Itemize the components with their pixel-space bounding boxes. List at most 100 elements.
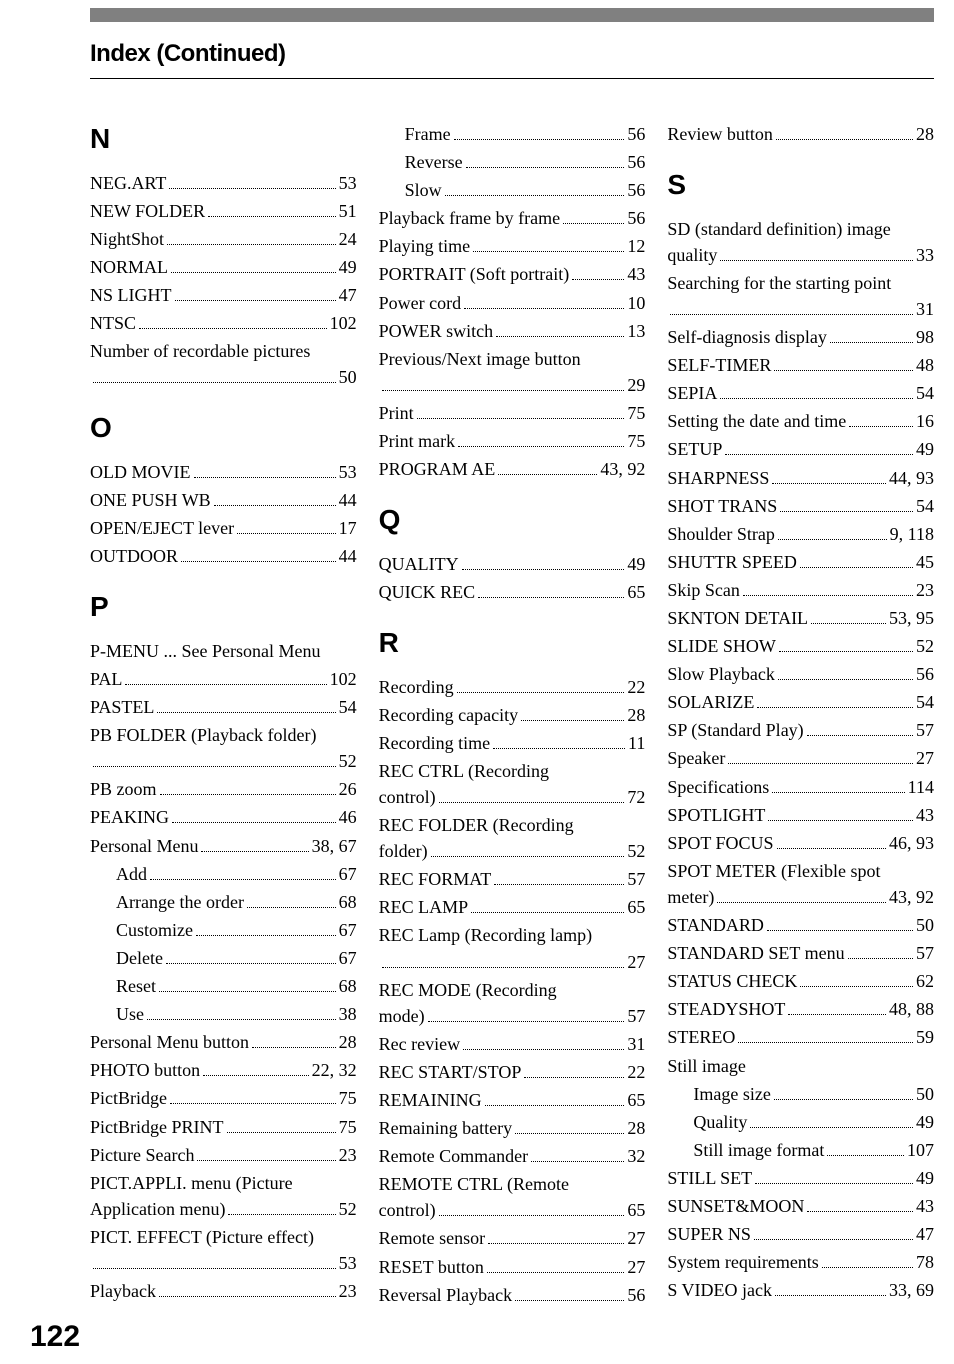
leader-dots	[454, 139, 625, 140]
index-term: Power cord	[379, 290, 461, 316]
index-entry: Print mark75	[379, 428, 646, 454]
leader-dots	[428, 1021, 625, 1022]
index-page: 46	[339, 804, 357, 830]
index-entry: Delete67	[90, 945, 357, 971]
index-entry: REMOTE CTRL (Remotecontrol)65	[379, 1171, 646, 1223]
index-entry: REC Lamp (Recording lamp)27	[379, 922, 646, 974]
section-letter: N	[90, 119, 357, 160]
index-term: SLIDE SHOW	[667, 633, 776, 659]
index-entry: NEW FOLDER51	[90, 198, 357, 224]
index-entry: SUPER NS47	[667, 1221, 934, 1247]
index-term: PHOTO button	[90, 1057, 200, 1083]
index-page: 31	[916, 296, 934, 322]
index-entry: SHARPNESS44, 93	[667, 465, 934, 491]
index-term: PB FOLDER (Playback folder)	[90, 722, 357, 748]
index-entry: OPEN/EJECT lever17	[90, 515, 357, 541]
index-page: 44	[339, 487, 357, 513]
index-entry: Picture Search23	[90, 1142, 357, 1168]
index-entry: SP (Standard Play)57	[667, 717, 934, 743]
leader-dots	[720, 260, 913, 261]
index-page: 53	[339, 1250, 357, 1276]
index-page: 50	[339, 364, 357, 390]
index-column-1: NNEG.ART53NEW FOLDER51NightShot24NORMAL4…	[90, 119, 357, 1310]
index-term: Searching for the starting point	[667, 270, 934, 296]
leader-dots	[252, 1047, 336, 1048]
leader-dots	[175, 300, 336, 301]
index-term: OPEN/EJECT lever	[90, 515, 234, 541]
index-term: REC LAMP	[379, 894, 469, 920]
section-letter: S	[667, 165, 934, 206]
index-term: OUTDOOR	[90, 543, 178, 569]
index-entry: PASTEL54	[90, 694, 357, 720]
leader-dots	[487, 1272, 624, 1273]
leader-dots	[147, 1019, 336, 1020]
index-page: 102	[330, 666, 357, 692]
leader-dots	[150, 879, 336, 880]
leader-dots	[725, 454, 913, 455]
index-entry: SETUP49	[667, 436, 934, 462]
index-entry: REC FOLDER (Recordingfolder)52	[379, 812, 646, 864]
index-page: 65	[627, 579, 645, 605]
index-entry: Self-diagnosis display98	[667, 324, 934, 350]
index-entry: PICT. EFFECT (Picture effect)53	[90, 1224, 357, 1276]
index-entry: STANDARD SET menu57	[667, 940, 934, 966]
index-page: 26	[339, 776, 357, 802]
leader-dots	[777, 848, 886, 849]
index-term: Delete	[116, 945, 163, 971]
index-term: SHARPNESS	[667, 465, 769, 491]
index-term: Print	[379, 400, 414, 426]
page-header: Index (Continued)	[90, 40, 954, 68]
leader-dots	[445, 195, 625, 196]
index-page: 52	[339, 748, 357, 774]
index-term: Number of recordable pictures	[90, 338, 357, 364]
index-page: 57	[916, 717, 934, 743]
index-page: 49	[339, 254, 357, 280]
index-entry: SEPIA54	[667, 380, 934, 406]
index-entry: REC MODE (Recordingmode)57	[379, 977, 646, 1029]
index-entry: QUICK REC65	[379, 579, 646, 605]
page-number: 122	[30, 1320, 954, 1354]
index-page: 47	[916, 1221, 934, 1247]
index-term: Arrange the order	[116, 889, 244, 915]
leader-dots	[767, 930, 913, 931]
index-term-cont: meter)	[667, 884, 714, 910]
leader-dots	[774, 370, 913, 371]
index-entry: PROGRAM AE43, 92	[379, 456, 646, 482]
index-term: PICT.APPLI. menu (Picture	[90, 1170, 357, 1196]
index-page: 68	[339, 889, 357, 915]
index-page: 23	[339, 1278, 357, 1304]
index-term: REC FOLDER (Recording	[379, 812, 646, 838]
section-letter: P	[90, 587, 357, 628]
index-term-cont: folder)	[379, 838, 428, 864]
index-entry: Speaker27	[667, 745, 934, 771]
index-entry: RESET button27	[379, 1254, 646, 1280]
index-term: Playback	[90, 1278, 156, 1304]
index-term: Setting the date and time	[667, 408, 846, 434]
leader-dots	[466, 167, 625, 168]
index-term: REC MODE (Recording	[379, 977, 646, 1003]
index-term: POWER switch	[379, 318, 494, 344]
index-entry: Previous/Next image button29	[379, 346, 646, 398]
index-entry: Remaining battery28	[379, 1115, 646, 1141]
index-page: 27	[916, 745, 934, 771]
index-term: PASTEL	[90, 694, 154, 720]
index-page: 33, 69	[889, 1277, 934, 1303]
index-entry: REC LAMP65	[379, 894, 646, 920]
index-term: REC Lamp (Recording lamp)	[379, 922, 646, 948]
index-page: 49	[916, 1165, 934, 1191]
leader-dots	[139, 328, 327, 329]
index-page: 11	[628, 730, 645, 756]
index-page: 57	[627, 866, 645, 892]
index-entry: Still image format107	[667, 1137, 934, 1163]
leader-dots	[170, 1103, 336, 1104]
index-entry: NightShot24	[90, 226, 357, 252]
leader-dots	[778, 679, 913, 680]
index-entry: Reversal Playback56	[379, 1282, 646, 1308]
leader-dots	[563, 223, 624, 224]
index-entry: STATUS CHECK62	[667, 968, 934, 994]
leader-dots	[458, 446, 624, 447]
index-term: SPOT METER (Flexible spot	[667, 858, 934, 884]
index-entry: Customize67	[90, 917, 357, 943]
index-term: Personal Menu button	[90, 1029, 249, 1055]
index-entry: Setting the date and time16	[667, 408, 934, 434]
